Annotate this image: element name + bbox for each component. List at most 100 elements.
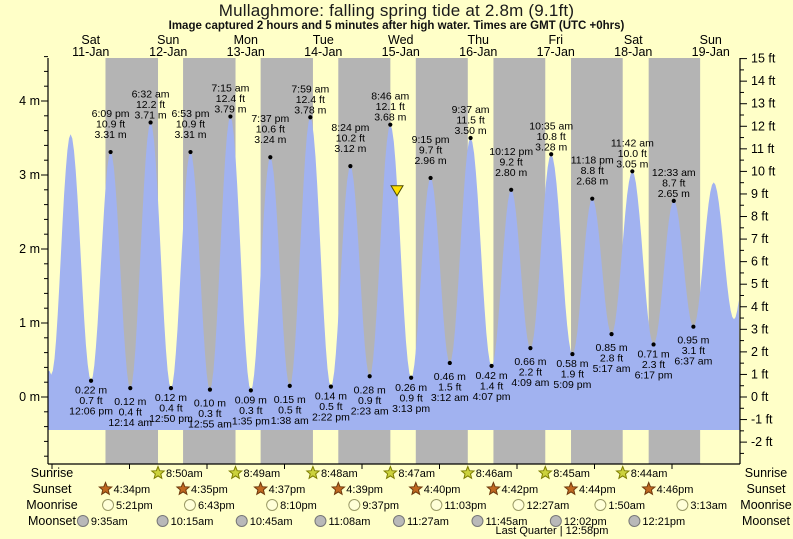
high-tide-time: 10:12 pm bbox=[489, 146, 533, 158]
moonset-circle-icon bbox=[471, 515, 484, 527]
high-tide-metres: 3.31 m bbox=[174, 129, 206, 141]
sunrise-time: 8:45am bbox=[553, 468, 590, 480]
high-tide-metres: 2.96 m bbox=[415, 155, 447, 167]
high-tide-time: 7:59 am bbox=[291, 83, 329, 95]
high-tide-feet: 9.2 ft bbox=[500, 156, 523, 168]
low-tide-dot bbox=[248, 388, 253, 393]
moonrise-time: 8:10pm bbox=[280, 500, 317, 512]
low-tide-dot bbox=[528, 346, 533, 351]
high-tide-feet: 10.2 ft bbox=[336, 133, 365, 145]
low-tide-metres: 0.12 m bbox=[114, 396, 146, 408]
low-tide-feet: 0.4 ft bbox=[119, 407, 142, 419]
high-tide-metres: 2.68 m bbox=[576, 176, 608, 188]
low-tide-time: 4:07 pm bbox=[473, 391, 511, 403]
left-axis-label: 1 m bbox=[19, 316, 40, 330]
high-tide-dot bbox=[388, 122, 393, 127]
low-tide-time: 12:14 am bbox=[108, 417, 152, 429]
sunset-row-label-right: Sunset bbox=[747, 482, 786, 496]
high-tide-metres: 3.31 m bbox=[95, 129, 127, 141]
low-tide-metres: 0.09 m bbox=[235, 394, 267, 406]
high-tide-metres: 3.24 m bbox=[254, 134, 286, 146]
sunset-star-icon bbox=[486, 481, 501, 496]
high-tide-time: 8:24 pm bbox=[331, 122, 369, 134]
sunset-time: 4:37pm bbox=[269, 484, 306, 496]
high-tide-metres: 3.50 m bbox=[455, 125, 487, 137]
low-tide-time: 2:23 am bbox=[351, 405, 389, 417]
moonrise-circle-icon bbox=[512, 499, 525, 511]
moonset-circle-icon bbox=[549, 515, 562, 527]
sunrise-time: 8:48am bbox=[321, 468, 358, 480]
high-tide-metres: 3.28 m bbox=[535, 141, 567, 153]
low-tide-feet: 0.5 ft bbox=[319, 401, 342, 413]
high-tide-feet: 12.4 ft bbox=[216, 93, 245, 105]
low-tide-feet: 2.2 ft bbox=[519, 367, 542, 379]
sunrise-star-icon bbox=[150, 465, 166, 480]
sunset-time: 4:39pm bbox=[346, 484, 383, 496]
low-tide-dot bbox=[691, 324, 696, 329]
sunrise-star-icon bbox=[537, 465, 553, 480]
high-tide-time: 9:37 am bbox=[452, 104, 490, 116]
sunset-time: 4:46pm bbox=[657, 484, 694, 496]
low-tide-metres: 0.46 m bbox=[434, 371, 466, 383]
moonrise-time: 3:13am bbox=[690, 500, 727, 512]
low-tide-feet: 0.3 ft bbox=[239, 405, 262, 417]
day-label-name: Tue bbox=[313, 33, 334, 47]
low-tide-metres: 0.15 m bbox=[274, 394, 306, 406]
high-tide-metres: 3.79 m bbox=[214, 104, 246, 116]
right-axis-label: 15 ft bbox=[751, 52, 776, 66]
right-axis-label: 0 ft bbox=[751, 390, 769, 404]
high-tide-time: 9:15 pm bbox=[412, 134, 450, 146]
day-label-date: 17-Jan bbox=[537, 45, 575, 59]
right-axis-label: 1 ft bbox=[751, 367, 769, 381]
left-axis-label: 0 m bbox=[19, 390, 40, 404]
day-label-date: 19-Jan bbox=[692, 45, 730, 59]
high-tide-feet: 11.5 ft bbox=[456, 115, 484, 127]
high-tide-dot bbox=[188, 149, 193, 155]
sunset-time: 4:42pm bbox=[501, 484, 538, 496]
high-tide-dot bbox=[630, 169, 635, 174]
moonset-time: 11:08am bbox=[328, 516, 370, 528]
low-tide-metres: 0.58 m bbox=[556, 358, 588, 370]
low-tide-time: 1:38 am bbox=[271, 415, 309, 427]
moonset-circle-icon bbox=[76, 515, 89, 527]
low-tide-metres: 0.28 m bbox=[354, 384, 386, 396]
sunset-star-icon bbox=[563, 481, 579, 496]
moonrise-circle-icon bbox=[430, 499, 443, 511]
current-tide-marker-icon bbox=[390, 185, 404, 197]
sunset-star-icon bbox=[641, 481, 657, 496]
high-tide-feet: 10.9 ft bbox=[176, 119, 205, 131]
moonrise-time: 9:37pm bbox=[362, 500, 399, 512]
low-tide-metres: 0.95 m bbox=[677, 335, 709, 347]
high-tide-time: 11:42 am bbox=[611, 137, 654, 149]
right-axis-label: 8 ft bbox=[751, 210, 769, 224]
high-tide-dot bbox=[509, 187, 514, 192]
sunrise-time: 8:44am bbox=[631, 468, 668, 480]
low-tide-time: 6:37 am bbox=[674, 356, 712, 368]
low-tide-feet: 2.8 ft bbox=[600, 353, 623, 365]
low-tide-dot bbox=[489, 363, 494, 369]
right-axis-label: 12 ft bbox=[751, 119, 776, 133]
low-tide-time: 12:50 pm bbox=[149, 413, 193, 425]
right-axis-label: 11 ft bbox=[751, 142, 775, 156]
moonset-time: 9:35am bbox=[91, 516, 128, 528]
moonset-time: 10:45am bbox=[250, 516, 293, 528]
high-tide-dot bbox=[671, 198, 676, 203]
right-axis-label: 6 ft bbox=[751, 255, 769, 269]
high-tide-feet: 9.7 ft bbox=[419, 144, 442, 156]
low-tide-dot bbox=[88, 378, 94, 383]
moonrise-row-label-left: Moonrise bbox=[26, 498, 77, 512]
low-tide-time: 5:09 pm bbox=[553, 379, 591, 391]
sunrise-star-icon bbox=[305, 465, 321, 480]
low-tide-dot bbox=[409, 375, 414, 380]
moonset-row-label-right: Moonset bbox=[742, 514, 790, 528]
low-tide-metres: 0.22 m bbox=[75, 385, 107, 397]
high-tide-metres: 3.12 m bbox=[334, 143, 366, 155]
moonset-time: 12:21pm bbox=[642, 516, 685, 528]
high-tide-time: 8:46 am bbox=[371, 91, 409, 103]
high-tide-feet: 12.1 ft bbox=[376, 101, 405, 113]
sunset-star-icon bbox=[253, 481, 269, 496]
high-tide-metres: 3.71 m bbox=[135, 109, 167, 121]
high-tide-feet: 8.7 ft bbox=[662, 177, 685, 189]
sunrise-time: 8:49am bbox=[244, 468, 281, 480]
